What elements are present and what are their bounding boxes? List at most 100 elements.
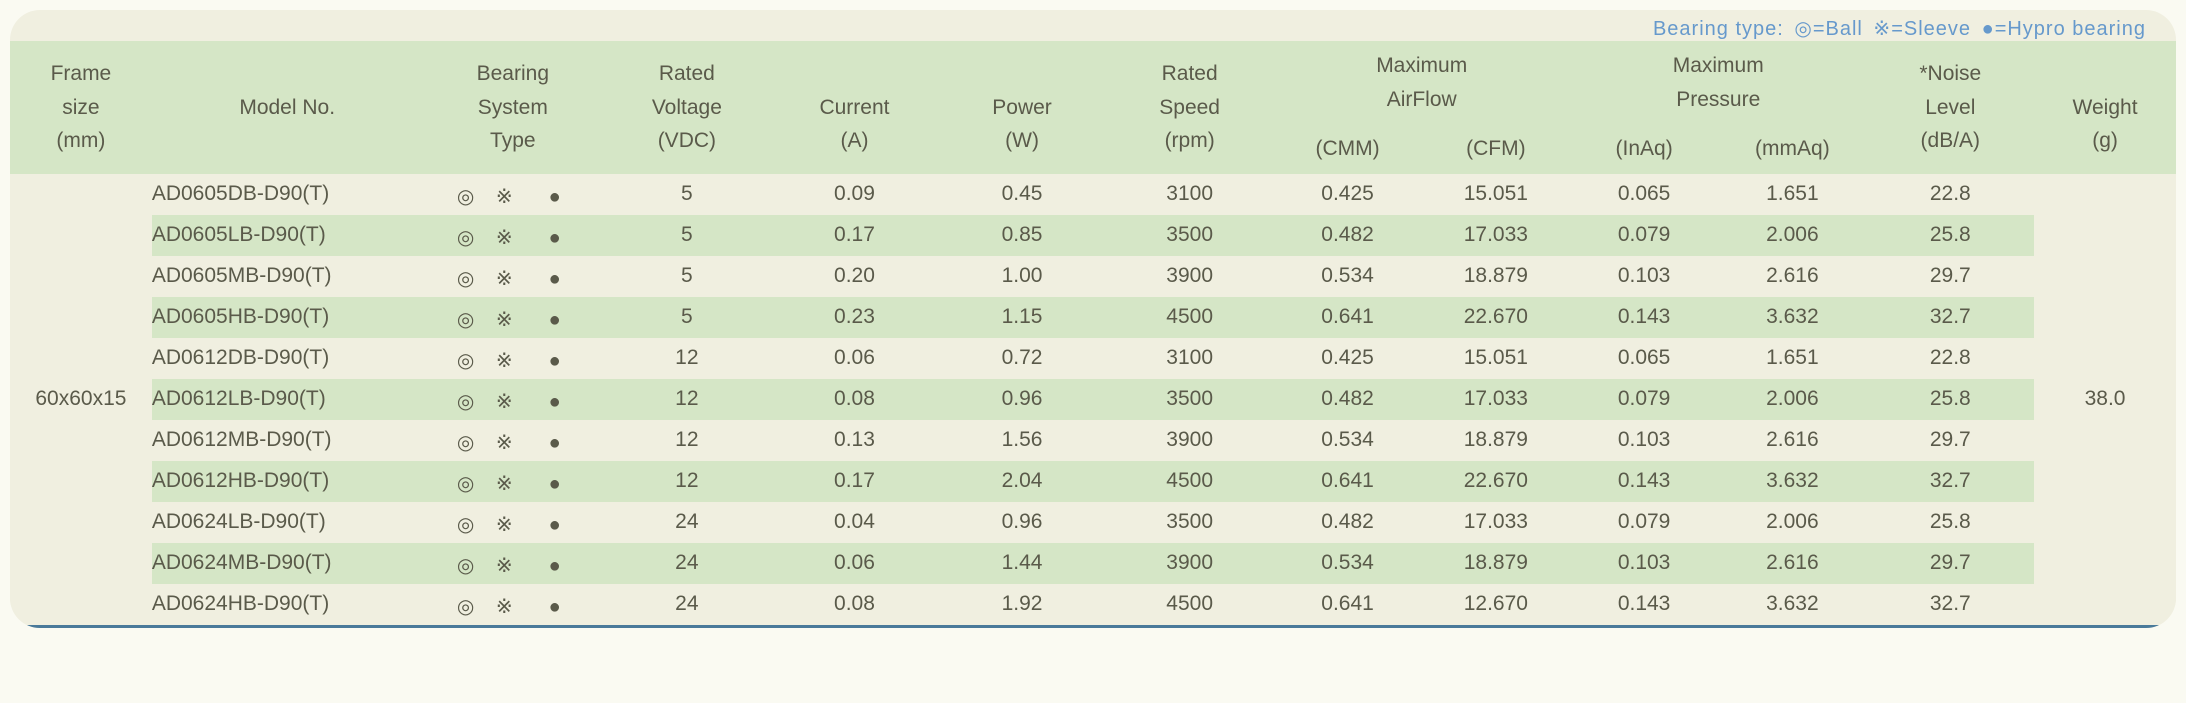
col-inaq: (InAq) — [1570, 124, 1718, 174]
mmaq-cell: 2.616 — [1718, 420, 1866, 461]
table-row: AD0605HB-D90(T)◎ ※ ●50.231.1545000.64122… — [10, 297, 2176, 338]
table-row: AD0605MB-D90(T)◎ ※ ●50.201.0039000.53418… — [10, 256, 2176, 297]
voltage-cell: 5 — [603, 297, 771, 338]
table-row: AD0612HB-D90(T)◎ ※ ●120.172.0445000.6412… — [10, 461, 2176, 502]
voltage-cell: 5 — [603, 215, 771, 256]
cfm-cell: 18.879 — [1422, 420, 1570, 461]
table-row: AD0612MB-D90(T)◎ ※ ●120.131.5639000.5341… — [10, 420, 2176, 461]
col-weight: Weight (g) — [2034, 41, 2176, 174]
voltage-cell: 24 — [603, 543, 771, 584]
col-airflow: Maximum AirFlow — [1273, 41, 1570, 124]
cfm-cell: 12.670 — [1422, 584, 1570, 627]
current-cell: 0.06 — [771, 338, 939, 379]
noise-cell: 32.7 — [1867, 584, 2035, 627]
bearing-cell: ◎ ※ ● — [423, 256, 604, 297]
noise-cell: 25.8 — [1867, 215, 2035, 256]
speed-cell: 4500 — [1106, 461, 1274, 502]
inaq-cell: 0.143 — [1570, 461, 1718, 502]
mmaq-cell: 2.616 — [1718, 256, 1866, 297]
noise-cell: 22.8 — [1867, 338, 2035, 379]
power-cell: 2.04 — [938, 461, 1106, 502]
col-cfm: (CFM) — [1422, 124, 1570, 174]
inaq-cell: 0.065 — [1570, 338, 1718, 379]
mmaq-cell: 3.632 — [1718, 297, 1866, 338]
voltage-cell: 5 — [603, 174, 771, 215]
speed-cell: 3900 — [1106, 543, 1274, 584]
bearing-cell: ◎ ※ ● — [423, 338, 604, 379]
inaq-cell: 0.143 — [1570, 584, 1718, 627]
mmaq-cell: 3.632 — [1718, 584, 1866, 627]
bearing-cell: ◎ ※ ● — [423, 174, 604, 215]
col-current: Current (A) — [771, 41, 939, 174]
cfm-cell: 22.670 — [1422, 461, 1570, 502]
cmm-cell: 0.425 — [1273, 338, 1421, 379]
mmaq-cell: 2.006 — [1718, 215, 1866, 256]
current-cell: 0.04 — [771, 502, 939, 543]
power-cell: 0.85 — [938, 215, 1106, 256]
bearing-cell: ◎ ※ ● — [423, 543, 604, 584]
power-cell: 1.56 — [938, 420, 1106, 461]
cfm-cell: 15.051 — [1422, 338, 1570, 379]
speed-cell: 3900 — [1106, 256, 1274, 297]
speed-cell: 4500 — [1106, 297, 1274, 338]
cmm-cell: 0.482 — [1273, 379, 1421, 420]
model-cell: AD0605HB-D90(T) — [152, 297, 423, 338]
bearing-legend: Bearing type: ◎=Ball ※=Sleeve ●=Hypro be… — [10, 10, 2176, 41]
col-mmaq: (mmAq) — [1718, 124, 1866, 174]
current-cell: 0.08 — [771, 379, 939, 420]
col-pressure: Maximum Pressure — [1570, 41, 1867, 124]
inaq-cell: 0.103 — [1570, 420, 1718, 461]
power-cell: 0.96 — [938, 379, 1106, 420]
bearing-cell: ◎ ※ ● — [423, 502, 604, 543]
model-cell: AD0624HB-D90(T) — [152, 584, 423, 627]
voltage-cell: 12 — [603, 338, 771, 379]
voltage-cell: 12 — [603, 420, 771, 461]
bearing-cell: ◎ ※ ● — [423, 584, 604, 627]
current-cell: 0.17 — [771, 461, 939, 502]
noise-cell: 22.8 — [1867, 174, 2035, 215]
voltage-cell: 12 — [603, 379, 771, 420]
cmm-cell: 0.482 — [1273, 502, 1421, 543]
cfm-cell: 22.670 — [1422, 297, 1570, 338]
col-power: Power (W) — [938, 41, 1106, 174]
inaq-cell: 0.079 — [1570, 215, 1718, 256]
mmaq-cell: 1.651 — [1718, 338, 1866, 379]
model-cell: AD0612DB-D90(T) — [152, 338, 423, 379]
bearing-cell: ◎ ※ ● — [423, 461, 604, 502]
cfm-cell: 15.051 — [1422, 174, 1570, 215]
speed-cell: 3500 — [1106, 215, 1274, 256]
power-cell: 0.45 — [938, 174, 1106, 215]
bearing-cell: ◎ ※ ● — [423, 215, 604, 256]
table-row: 60x60x15AD0605DB-D90(T)◎ ※ ●50.090.45310… — [10, 174, 2176, 215]
voltage-cell: 24 — [603, 584, 771, 627]
cfm-cell: 17.033 — [1422, 502, 1570, 543]
noise-cell: 25.8 — [1867, 379, 2035, 420]
speed-cell: 3100 — [1106, 338, 1274, 379]
current-cell: 0.09 — [771, 174, 939, 215]
current-cell: 0.06 — [771, 543, 939, 584]
model-cell: AD0612LB-D90(T) — [152, 379, 423, 420]
current-cell: 0.20 — [771, 256, 939, 297]
mmaq-cell: 3.632 — [1718, 461, 1866, 502]
power-cell: 1.00 — [938, 256, 1106, 297]
frame-size-cell: 60x60x15 — [10, 174, 152, 627]
current-cell: 0.08 — [771, 584, 939, 627]
speed-cell: 3500 — [1106, 502, 1274, 543]
cfm-cell: 18.879 — [1422, 543, 1570, 584]
model-cell: AD0624LB-D90(T) — [152, 502, 423, 543]
table-row: AD0612DB-D90(T)◎ ※ ●120.060.7231000.4251… — [10, 338, 2176, 379]
table-row: AD0612LB-D90(T)◎ ※ ●120.080.9635000.4821… — [10, 379, 2176, 420]
voltage-cell: 24 — [603, 502, 771, 543]
noise-cell: 29.7 — [1867, 543, 2035, 584]
cmm-cell: 0.534 — [1273, 420, 1421, 461]
speed-cell: 3100 — [1106, 174, 1274, 215]
power-cell: 1.44 — [938, 543, 1106, 584]
cfm-cell: 18.879 — [1422, 256, 1570, 297]
col-noise: *Noise Level (dB/A) — [1867, 41, 2035, 174]
legend-sleeve: ※=Sleeve — [1873, 18, 1971, 40]
power-cell: 1.15 — [938, 297, 1106, 338]
current-cell: 0.13 — [771, 420, 939, 461]
mmaq-cell: 2.006 — [1718, 379, 1866, 420]
noise-cell: 25.8 — [1867, 502, 2035, 543]
table-row: AD0605LB-D90(T)◎ ※ ●50.170.8535000.48217… — [10, 215, 2176, 256]
